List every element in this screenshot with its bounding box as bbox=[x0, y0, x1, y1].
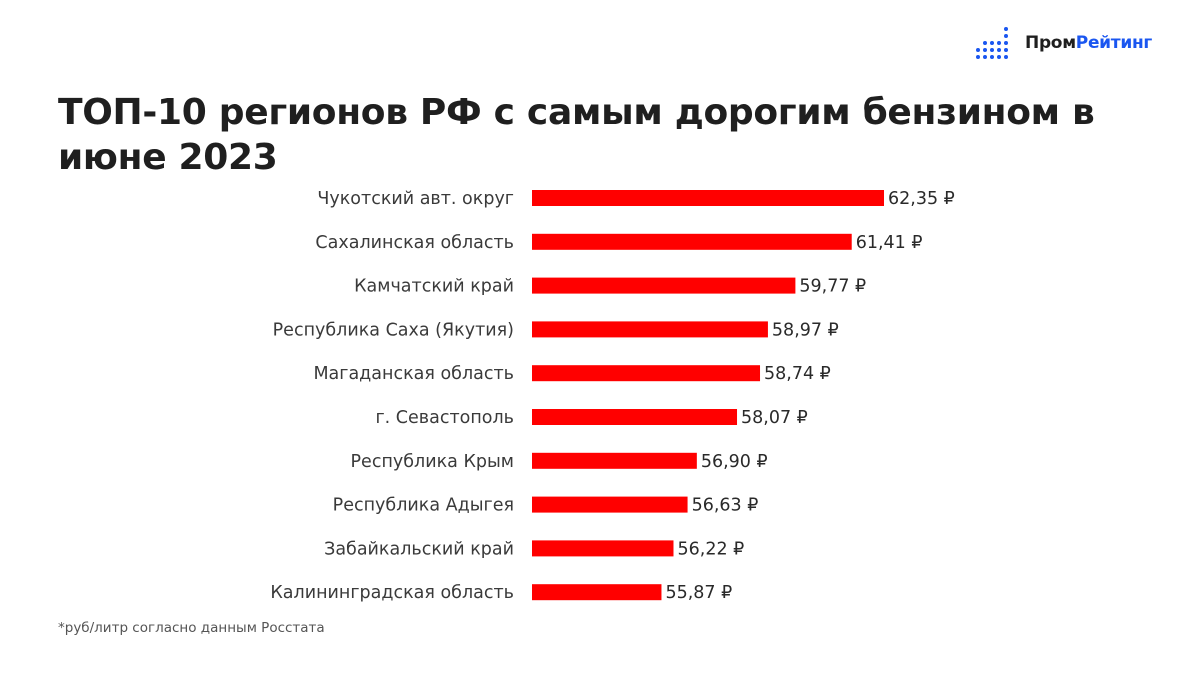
value-label: 58,74 ₽ bbox=[764, 364, 831, 384]
logo-text: ПромРейтинг bbox=[1025, 33, 1152, 53]
category-label: Магаданская область bbox=[313, 364, 514, 384]
category-label: Чукотский авт. округ bbox=[317, 189, 514, 209]
bar bbox=[532, 365, 761, 382]
bar bbox=[532, 409, 738, 425]
value-label: 56,22 ₽ bbox=[677, 539, 744, 559]
bar bbox=[532, 190, 884, 206]
category-label: Республика Крым bbox=[351, 452, 515, 472]
logo: ПромРейтинг bbox=[975, 26, 1152, 60]
bar bbox=[532, 496, 688, 513]
category-label: Калининградская область bbox=[270, 583, 514, 603]
bar bbox=[532, 540, 674, 557]
value-label: 56,90 ₽ bbox=[701, 452, 768, 472]
category-label: Республика Саха (Якутия) bbox=[273, 320, 514, 340]
value-label: 58,07 ₽ bbox=[741, 408, 808, 428]
bar bbox=[532, 233, 852, 250]
category-label: Сахалинская область bbox=[315, 233, 514, 253]
value-label: 56,63 ₽ bbox=[692, 496, 759, 516]
value-label: 58,97 ₽ bbox=[772, 320, 839, 340]
chart-title: ТОП-10 регионов РФ с самым дорогим бензи… bbox=[58, 92, 1095, 178]
logo-name-part2: Рейтинг bbox=[1075, 33, 1153, 53]
value-label: 61,41 ₽ bbox=[856, 233, 923, 253]
value-label: 55,87 ₽ bbox=[665, 583, 732, 603]
category-label: г. Севастополь bbox=[375, 408, 514, 428]
category-label: Камчатский край bbox=[354, 277, 514, 297]
category-label: Забайкальский край bbox=[324, 539, 514, 559]
footnote: *руб/литр согласно данным Росстата bbox=[58, 620, 325, 636]
bar bbox=[532, 321, 768, 338]
bar bbox=[532, 584, 662, 601]
bar bbox=[532, 277, 796, 294]
value-label: 62,35 ₽ bbox=[888, 189, 955, 209]
value-label: 59,77 ₽ bbox=[799, 277, 866, 297]
dot-matrix-icon bbox=[976, 27, 1009, 59]
category-label: Республика Адыгея bbox=[333, 496, 514, 516]
bar bbox=[532, 452, 697, 469]
logo-name-part1: Пром bbox=[1025, 33, 1076, 53]
